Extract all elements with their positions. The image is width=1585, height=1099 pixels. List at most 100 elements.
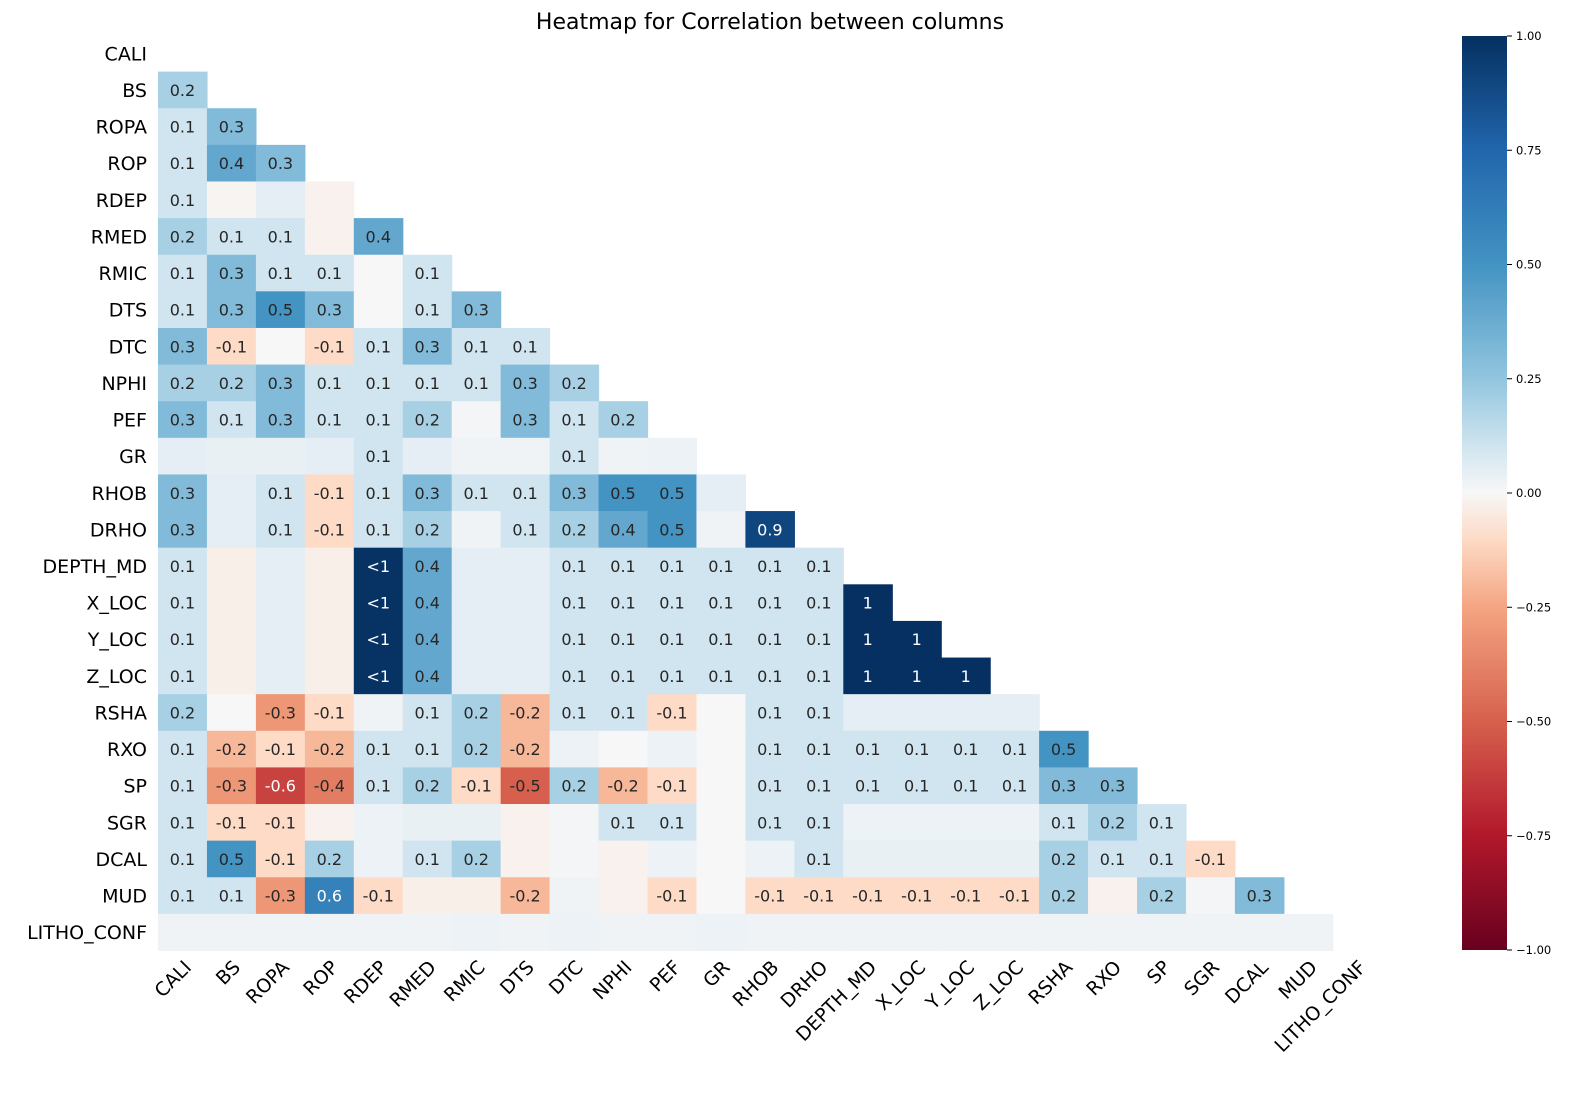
cell-annotation: 0.3 bbox=[170, 337, 195, 356]
heatmap-cell bbox=[941, 694, 991, 732]
heatmap-cell bbox=[402, 291, 453, 329]
cell-annotation: 0.1 bbox=[806, 630, 831, 649]
cell-annotation: -0.1 bbox=[656, 887, 687, 906]
heatmap-cell bbox=[158, 767, 208, 805]
row-label: RMED bbox=[91, 226, 147, 248]
chart-title: Heatmap for Correlation between columns bbox=[536, 10, 1004, 35]
heatmap-cell bbox=[598, 620, 649, 659]
heatmap-cell bbox=[647, 877, 698, 915]
cell-annotation: 0.2 bbox=[463, 850, 488, 869]
heatmap-cell bbox=[451, 291, 502, 329]
cell-annotation: 0.1 bbox=[268, 520, 293, 539]
heatmap-cell bbox=[402, 584, 453, 622]
heatmap-cell bbox=[451, 364, 502, 402]
row-label: RDEP bbox=[96, 190, 147, 212]
cell-annotation: -0.1 bbox=[314, 337, 345, 356]
heatmap-cell bbox=[353, 730, 404, 768]
heatmap-cell bbox=[353, 840, 404, 878]
cell-annotation: -0.1 bbox=[852, 887, 883, 906]
cell-annotation: 0.2 bbox=[463, 740, 488, 759]
heatmap-cell bbox=[794, 657, 844, 695]
heatmap-cell bbox=[402, 511, 453, 549]
heatmap-cell bbox=[206, 730, 257, 768]
heatmap-cell bbox=[892, 657, 942, 695]
heatmap-cell bbox=[598, 913, 649, 952]
heatmap-cell bbox=[402, 804, 453, 842]
heatmap-cell bbox=[304, 218, 355, 256]
heatmap-cell bbox=[158, 254, 208, 292]
cell-annotation: 0.1 bbox=[659, 667, 684, 686]
cell-annotation: 0.2 bbox=[170, 703, 195, 722]
cell-annotation: 0.3 bbox=[170, 484, 195, 503]
heatmap-cell bbox=[206, 657, 257, 695]
column-label: RXO bbox=[1082, 956, 1126, 1000]
heatmap-cell bbox=[451, 804, 502, 842]
cell-annotation: -0.1 bbox=[999, 887, 1030, 906]
cell-annotation: 0.1 bbox=[1149, 813, 1174, 832]
heatmap-cell bbox=[255, 144, 306, 183]
cell-annotation: 0.1 bbox=[512, 484, 537, 503]
heatmap-cell bbox=[696, 694, 746, 732]
cell-annotation: 0.1 bbox=[757, 740, 782, 759]
cell-annotation: 0.1 bbox=[855, 740, 880, 759]
heatmap-cell bbox=[158, 108, 208, 146]
cell-annotation: -0.1 bbox=[461, 777, 492, 796]
heatmap-cell bbox=[255, 474, 306, 512]
row-label: DCAL bbox=[96, 849, 148, 871]
heatmap-cell bbox=[696, 877, 746, 915]
cell-annotation: 0.1 bbox=[317, 411, 342, 430]
heatmap-cell bbox=[500, 620, 551, 659]
cell-annotation: 0.1 bbox=[806, 703, 831, 722]
colorbar-tick-label: −0.50 bbox=[1516, 715, 1551, 729]
cell-annotation: 0.3 bbox=[219, 264, 244, 283]
cell-annotation: 0.1 bbox=[268, 227, 293, 246]
heatmap-cell bbox=[696, 730, 746, 768]
cell-annotation: 0.1 bbox=[806, 667, 831, 686]
heatmap-cell bbox=[353, 877, 404, 915]
heatmap-cell bbox=[794, 840, 844, 878]
heatmap-cell bbox=[1088, 913, 1138, 952]
column-label: BS bbox=[212, 956, 245, 989]
column-label: DTC bbox=[545, 956, 588, 999]
heatmap-cell bbox=[451, 401, 502, 439]
cell-annotation: 0.5 bbox=[219, 850, 244, 869]
heatmap-cell bbox=[500, 511, 551, 549]
heatmap-cell bbox=[451, 840, 502, 878]
heatmap-cell bbox=[549, 401, 600, 439]
heatmap-cell bbox=[647, 511, 698, 549]
heatmap-cell bbox=[794, 547, 844, 585]
cell-annotation: 0.1 bbox=[659, 813, 684, 832]
cell-annotation: 0.2 bbox=[317, 850, 342, 869]
heatmap-cell bbox=[598, 474, 649, 512]
cell-annotation: 0.1 bbox=[806, 594, 831, 613]
row-label: DTS bbox=[109, 300, 147, 322]
cell-annotation: 0.1 bbox=[366, 484, 391, 503]
heatmap-cell bbox=[353, 364, 404, 402]
cell-annotation: 0.1 bbox=[170, 154, 195, 173]
column-label: SGR bbox=[1180, 956, 1224, 1000]
row-label: ROPA bbox=[96, 117, 147, 139]
column-label: CALI bbox=[150, 956, 196, 1002]
cell-annotation: 0.3 bbox=[561, 484, 586, 503]
column-label: RHOB bbox=[729, 956, 784, 1011]
cell-annotation: 0.3 bbox=[415, 484, 440, 503]
cell-annotation: 0.1 bbox=[463, 484, 488, 503]
heatmap-cell bbox=[304, 584, 355, 622]
heatmap-cell bbox=[402, 840, 453, 878]
heatmap-cell bbox=[158, 364, 208, 402]
heatmap-cell bbox=[745, 694, 795, 732]
cell-annotation: 0.1 bbox=[561, 703, 586, 722]
heatmap-cell bbox=[941, 657, 991, 695]
cell-annotation: 0.1 bbox=[415, 703, 440, 722]
heatmap-cell bbox=[1137, 840, 1187, 878]
heatmap-cell bbox=[255, 291, 306, 329]
heatmap-cell bbox=[255, 401, 306, 439]
row-labels: CALI BS ROPA ROP RDEP RMED RMIC DTS DTC NPHI PEF GR… bbox=[27, 43, 147, 944]
heatmap-cell bbox=[451, 767, 502, 805]
heatmap-cell bbox=[941, 730, 991, 768]
cell-annotation: 0.1 bbox=[953, 740, 978, 759]
cell-annotation: 0.4 bbox=[610, 520, 635, 539]
heatmap-cell bbox=[598, 767, 649, 805]
cell-annotation: 1 bbox=[863, 630, 873, 649]
cell-annotation: 1 bbox=[863, 594, 873, 613]
